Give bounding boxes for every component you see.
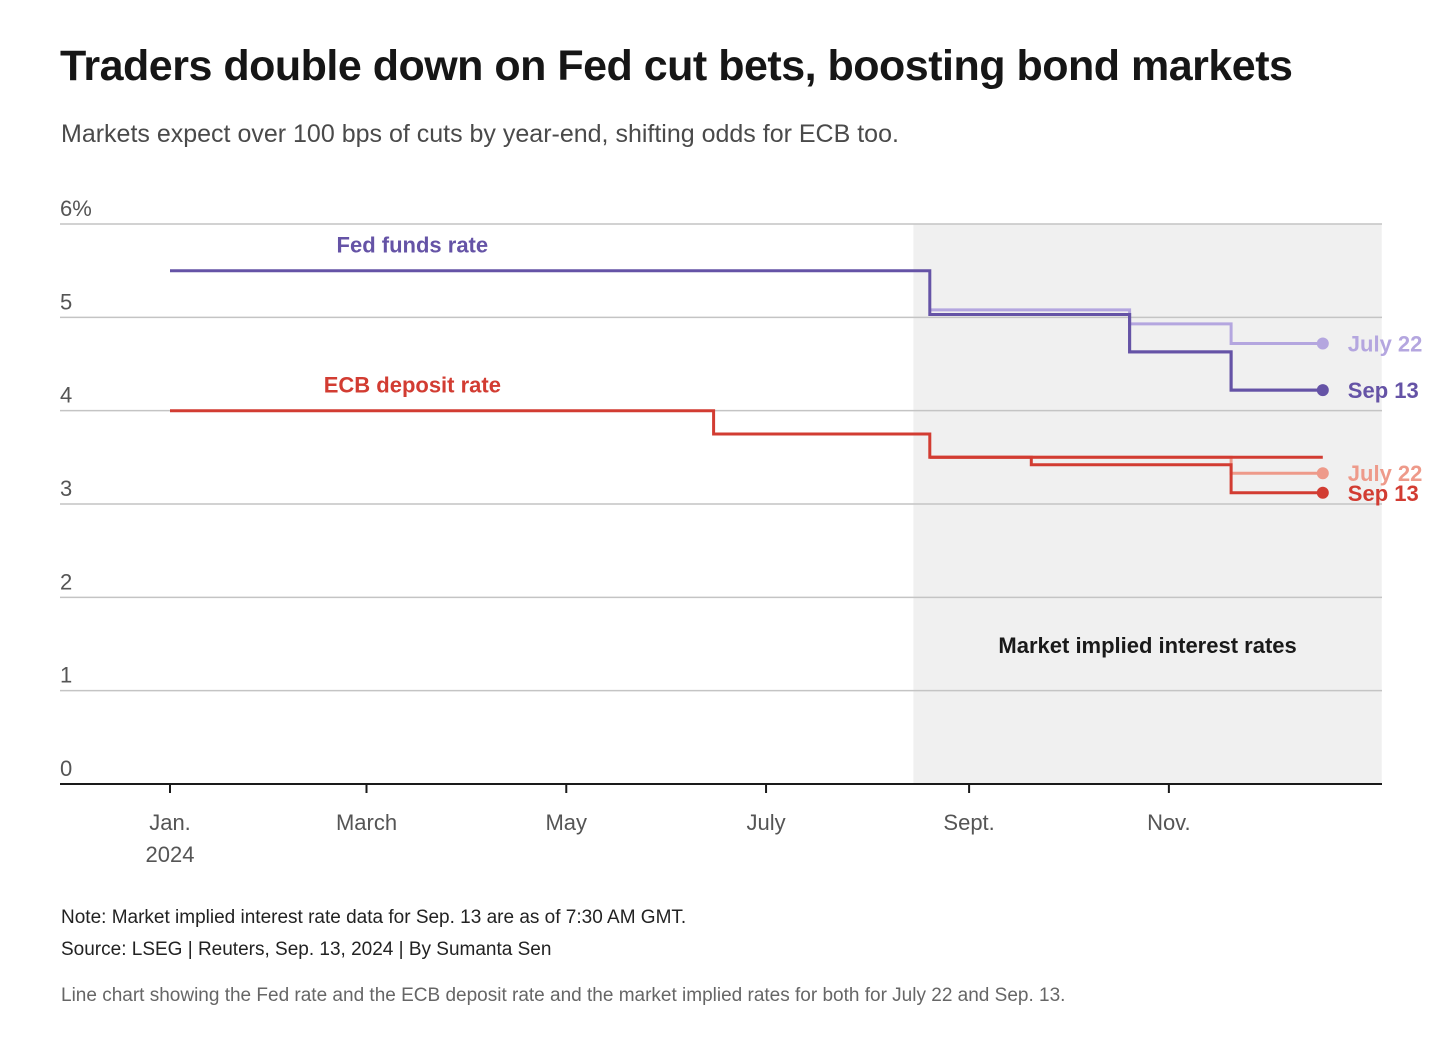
- series-line-fed-sep-13: [929, 313, 1323, 392]
- line-chart: 0 1 2 3 4 5 6% Jan. 2024 March May July Sept. Nov. Mar…: [60, 196, 1423, 867]
- series-end-label: July 22: [1348, 461, 1423, 486]
- y-tick-label: 6%: [60, 196, 92, 221]
- series-end-dot: [1316, 467, 1329, 480]
- series-end-label: Sep 13: [1348, 378, 1419, 403]
- chart-source: Source: LSEG | Reuters, Sep. 13, 2024 | …: [61, 939, 552, 960]
- x-tick-label: Sept.: [943, 810, 994, 835]
- x-tick-label: May: [545, 810, 587, 835]
- chart-description: Line chart showing the Fed rate and the …: [61, 985, 1066, 1006]
- series-end-label: July 22: [1348, 331, 1423, 356]
- series-end-dot: [1316, 486, 1329, 499]
- series-end-label: Sep 13: [1348, 481, 1419, 506]
- x-tick-label: Jan.: [149, 810, 191, 835]
- series-end-dot: [1316, 384, 1329, 397]
- x-tick-sublabel: 2024: [146, 842, 195, 867]
- series-end-dot: [1316, 337, 1329, 350]
- y-tick-label: 0: [60, 756, 72, 781]
- y-tick-label: 1: [60, 663, 72, 688]
- x-tick-label: July: [746, 810, 785, 835]
- series-line-fed-july-22: [929, 308, 1323, 345]
- y-tick-label: 2: [60, 569, 72, 594]
- x-tick-label: March: [336, 810, 397, 835]
- series-label: Fed funds rate: [337, 233, 489, 258]
- chart-title: Traders double down on Fed cut bets, boo…: [60, 42, 1293, 90]
- y-tick-label: 4: [60, 383, 72, 408]
- shaded-region-label: Market implied interest rates: [998, 633, 1296, 658]
- chart-note: Note: Market implied interest rate data …: [61, 907, 687, 928]
- y-tick-label: 3: [60, 476, 72, 501]
- series-label: ECB deposit rate: [324, 373, 501, 398]
- chart-subtitle: Markets expect over 100 bps of cuts by y…: [61, 120, 899, 148]
- x-tick-label: Nov.: [1147, 810, 1191, 835]
- series-line-ecb-sep-13: [929, 455, 1323, 495]
- y-tick-label: 5: [60, 289, 72, 314]
